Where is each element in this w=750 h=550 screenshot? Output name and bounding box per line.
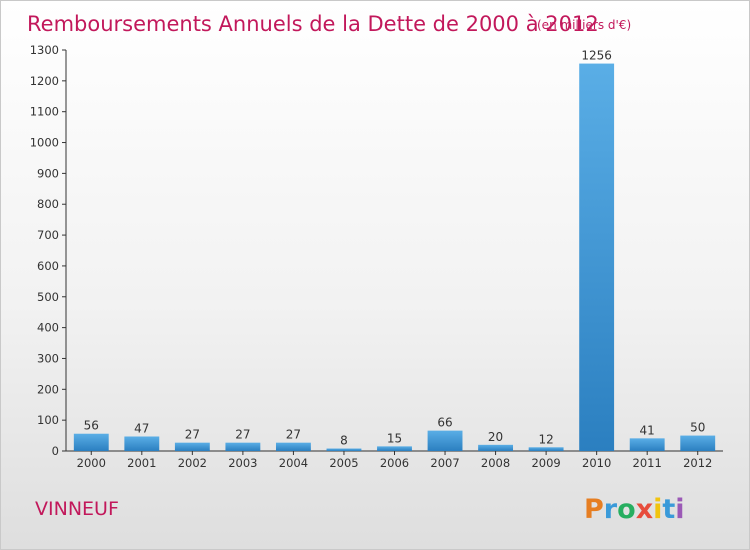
data-label-2006: 15 <box>387 431 402 445</box>
y-tick-label: 1100 <box>30 105 59 119</box>
bar-2009 <box>528 447 564 451</box>
y-tick-label: 200 <box>37 382 59 396</box>
x-axis: 2000 2001 2002 2003 2004 2005 2006 2007 2008 2009… <box>66 450 723 470</box>
bar-2004 <box>275 442 311 451</box>
data-labels: 56 47 27 27 27 8 15 66 20 12 1256 41 50 <box>84 49 706 448</box>
y-tick-label: 800 <box>37 197 59 211</box>
bar-2008 <box>478 444 514 451</box>
bar-2012 <box>680 435 716 451</box>
data-label-2011: 41 <box>640 423 655 437</box>
bars <box>73 63 716 452</box>
proxiti-logo: Proxiti <box>584 494 685 525</box>
x-tick-label: 2012 <box>683 456 712 470</box>
y-tick-label: 1300 <box>30 43 59 57</box>
data-label-2000: 56 <box>84 419 99 433</box>
x-tick-label: 2003 <box>228 456 257 470</box>
chart-title: Remboursements Annuels de la Dette de 20… <box>27 12 599 36</box>
bar-2006 <box>377 446 412 451</box>
y-tick-label: 900 <box>37 166 59 180</box>
bar-2010 <box>579 63 615 452</box>
y-tick-label: 400 <box>37 321 59 335</box>
bar-2007 <box>427 430 463 451</box>
x-tick-label: 2007 <box>430 456 459 470</box>
x-tick-label: 2000 <box>77 456 106 470</box>
data-label-2008: 20 <box>488 430 503 444</box>
x-tick-label: 2005 <box>329 456 358 470</box>
bar-2000 <box>73 433 109 451</box>
bar-2005 <box>326 448 362 451</box>
data-label-2005: 8 <box>340 434 348 448</box>
y-tick-label: 1200 <box>30 74 59 88</box>
y-tick-label: 0 <box>52 444 59 458</box>
bar-2001 <box>124 436 160 451</box>
x-tick-label: 2001 <box>127 456 156 470</box>
data-label-2009: 12 <box>538 432 553 446</box>
chart-unit-note: (en milliers d'€) <box>537 18 631 32</box>
y-tick-label: 700 <box>37 228 59 242</box>
data-label-2001: 47 <box>134 422 149 436</box>
bar-2011 <box>629 438 665 451</box>
y-tick-label: 100 <box>37 413 59 427</box>
y-tick-label: 600 <box>37 259 59 273</box>
y-tick-label: 500 <box>37 290 59 304</box>
x-tick-label: 2006 <box>380 456 409 470</box>
y-tick-label: 1000 <box>30 136 59 150</box>
y-tick-label: 300 <box>37 351 59 365</box>
bar-2003 <box>225 442 261 451</box>
data-label-2003: 27 <box>235 428 250 442</box>
x-tick-label: 2002 <box>178 456 207 470</box>
x-tick-label: 2009 <box>531 456 560 470</box>
data-label-2004: 27 <box>286 428 301 442</box>
x-tick-label: 2010 <box>582 456 611 470</box>
x-tick-label: 2011 <box>633 456 662 470</box>
data-label-2007: 66 <box>437 416 452 430</box>
data-label-2002: 27 <box>185 428 200 442</box>
y-axis: 0 100 200 300 400 500 600 700 800 900 1000 1100 1200… <box>30 43 67 458</box>
commune-name: VINNEUF <box>35 498 119 520</box>
bar-2002 <box>174 442 210 451</box>
x-tick-label: 2008 <box>481 456 510 470</box>
data-label-2010: 1256 <box>581 49 612 63</box>
data-label-2012: 50 <box>690 421 705 435</box>
x-tick-label: 2004 <box>279 456 308 470</box>
